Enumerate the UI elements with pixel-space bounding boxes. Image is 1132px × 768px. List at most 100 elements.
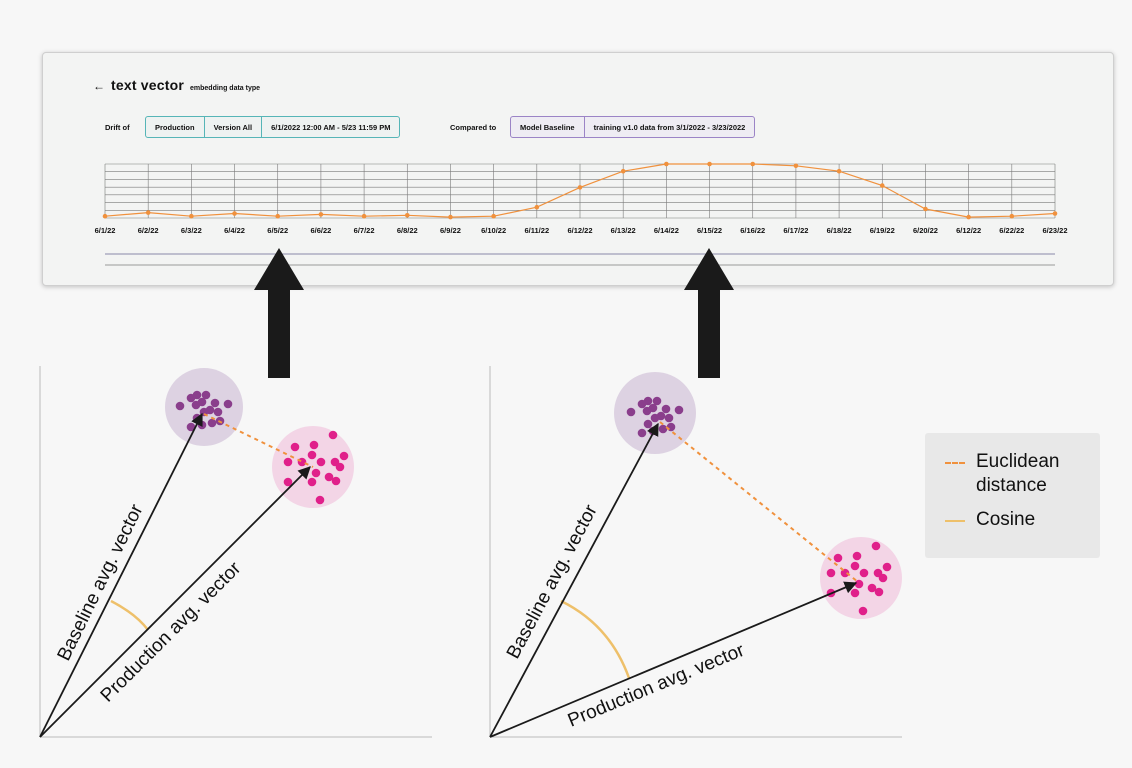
drift-point[interactable] xyxy=(448,214,453,220)
drift-point[interactable] xyxy=(966,214,971,220)
x-tick-label: 6/12/22 xyxy=(956,226,981,235)
baseline-cluster xyxy=(165,368,243,446)
drift-point[interactable] xyxy=(923,206,928,212)
drift-point[interactable] xyxy=(534,204,540,210)
page-subtitle: embedding data type xyxy=(190,85,261,92)
baseline-name-button[interactable]: Model Baseline xyxy=(520,122,575,132)
title-row: ← text vector embedding data type xyxy=(93,77,260,93)
drift-point[interactable] xyxy=(145,210,151,215)
drift-point[interactable] xyxy=(664,161,669,167)
x-tick-label: 6/16/22 xyxy=(740,226,765,235)
legend: Euclidean distance Cosine xyxy=(925,433,1100,558)
drift-of-label: Drift of xyxy=(105,123,130,132)
production-point xyxy=(878,573,888,583)
baseline-point xyxy=(643,419,653,429)
production-point xyxy=(307,477,317,487)
drift-point[interactable] xyxy=(620,168,626,174)
x-tick-label: 6/5/22 xyxy=(267,226,288,235)
production-point xyxy=(339,451,349,461)
drift-point[interactable] xyxy=(793,163,799,169)
production-point xyxy=(859,568,869,578)
cosine-angle-arc xyxy=(110,599,149,631)
baseline-point xyxy=(223,399,233,409)
drift-point[interactable] xyxy=(361,213,367,219)
x-tick-label: 6/4/22 xyxy=(224,226,245,235)
x-tick-label: 6/13/22 xyxy=(611,226,636,235)
production-point xyxy=(290,442,300,452)
production-points xyxy=(283,430,349,505)
baseline-description-button[interactable]: training v1.0 data from 3/1/2022 - 3/23/… xyxy=(583,117,755,137)
production-point xyxy=(316,457,326,467)
drift-point[interactable] xyxy=(491,213,496,219)
production-point xyxy=(854,579,864,589)
x-tick-label: 6/22/22 xyxy=(999,226,1024,235)
drift-point[interactable] xyxy=(102,213,108,219)
production-point xyxy=(850,561,860,571)
production-point xyxy=(283,477,293,487)
x-tick-label: 6/17/22 xyxy=(783,226,808,235)
drift-point[interactable] xyxy=(404,213,410,218)
baseline-point xyxy=(664,413,674,423)
baseline-point xyxy=(650,413,660,423)
production-vector-label: Production avg. vector xyxy=(565,640,748,732)
drift-point[interactable] xyxy=(707,161,712,167)
production-filter: Production Version All 6/1/2022 12:00 AM… xyxy=(145,116,401,138)
baseline-point xyxy=(643,396,653,406)
x-tick-label: 6/14/22 xyxy=(654,226,679,235)
drift-point[interactable] xyxy=(318,212,324,217)
cosine-legend-label: Cosine xyxy=(976,509,1036,530)
drift-point[interactable] xyxy=(1009,213,1015,219)
production-point xyxy=(297,457,307,467)
x-tick-label: 6/9/22 xyxy=(440,226,461,235)
drift-point[interactable] xyxy=(189,213,194,219)
x-tick-label: 6/3/22 xyxy=(181,226,202,235)
x-tick-label: 6/12/22 xyxy=(567,226,592,235)
x-tick-label: 6/15/22 xyxy=(697,226,722,235)
arrow-left-icon[interactable]: ← xyxy=(93,79,105,93)
baseline-point xyxy=(626,407,636,417)
chart-grid xyxy=(104,163,1056,219)
production-point xyxy=(315,495,325,505)
baseline-point xyxy=(674,405,684,415)
baseline-point xyxy=(637,428,647,438)
x-tick-label: 6/2/22 xyxy=(138,226,159,235)
drift-point[interactable] xyxy=(750,161,756,167)
production-environment-button[interactable]: Production xyxy=(155,122,195,132)
compared-to-label: Compared to xyxy=(450,123,497,132)
production-version-button[interactable]: Version All xyxy=(203,117,262,137)
up-arrow-right xyxy=(684,248,734,378)
euclidean-legend-swatch xyxy=(945,462,965,464)
drift-point[interactable] xyxy=(577,185,583,190)
production-range-button[interactable]: 6/1/2022 12:00 AM - 5/23 11:59 PM xyxy=(261,117,399,137)
baseline-cluster xyxy=(614,372,696,454)
drift-point[interactable] xyxy=(1052,211,1058,216)
production-point xyxy=(871,541,881,551)
baseline-point xyxy=(658,424,668,434)
baseline-point xyxy=(642,406,652,416)
drift-point[interactable] xyxy=(275,213,281,219)
drift-point[interactable] xyxy=(232,211,237,216)
x-tick-label: 6/19/22 xyxy=(870,226,895,235)
production-point xyxy=(874,587,884,597)
drift-panel: ← text vector embedding data type Drift … xyxy=(42,52,1114,286)
baseline-vector-arrow xyxy=(39,412,203,738)
production-point xyxy=(283,457,293,467)
production-point xyxy=(852,551,862,561)
x-tick-label: 6/11/22 xyxy=(525,226,550,235)
production-point xyxy=(331,476,341,486)
x-tick-label: 6/8/22 xyxy=(397,226,418,235)
up-arrow-left xyxy=(254,248,304,378)
drift-point[interactable] xyxy=(879,183,885,188)
drift-point[interactable] xyxy=(836,168,842,174)
x-tick-label: 6/1/22 xyxy=(95,226,116,235)
production-point xyxy=(882,562,892,572)
baseline-vector-label: Baseline avg. vector xyxy=(54,501,148,665)
baseline-point xyxy=(201,390,211,400)
x-tick-label: 6/20/22 xyxy=(913,226,938,235)
timeline-scrubber[interactable] xyxy=(105,253,1055,266)
baseline-point xyxy=(213,407,223,417)
drift-chart: 6/1/22 6/2/22 6/3/22 6/4/22 6/5/22 6/6/22 6/7/… xyxy=(95,161,1068,266)
baseline-point xyxy=(652,396,662,406)
right-plot: Baseline avg. vector Production avg. vec… xyxy=(489,366,902,738)
